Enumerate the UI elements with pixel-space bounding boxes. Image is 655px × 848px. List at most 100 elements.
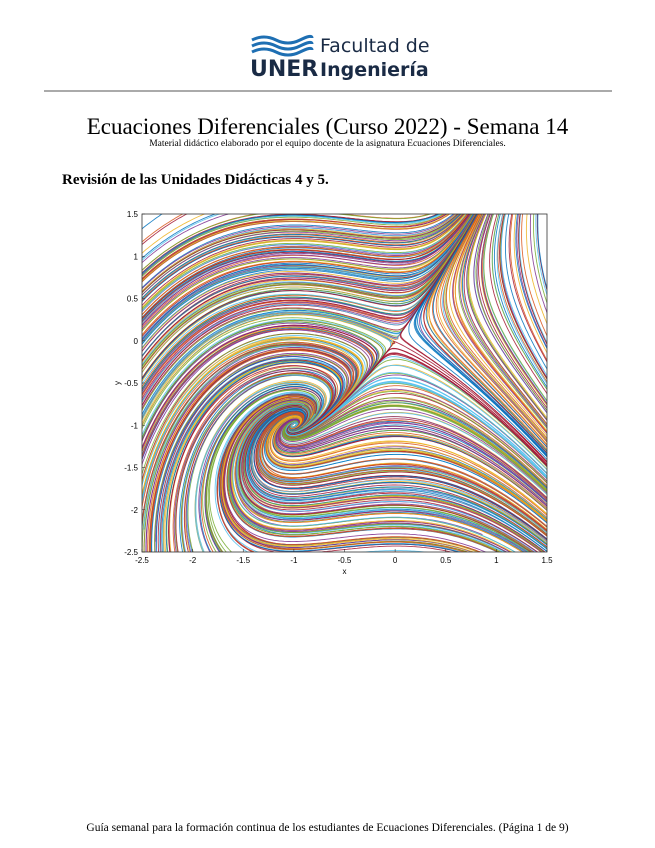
streamline (142, 214, 473, 332)
streamline (142, 214, 475, 349)
section-heading: Revisión de las Unidades Didácticas 4 y … (62, 172, 329, 188)
x-tick-label: -2 (189, 556, 197, 565)
streamline (142, 214, 477, 380)
streamline (220, 394, 475, 552)
streamline (529, 214, 547, 315)
header-logo: Facultad de UNER Ingeniería (44, 34, 612, 92)
streamline (259, 412, 547, 532)
streamline (237, 403, 531, 552)
streamline (481, 214, 547, 405)
streamline (142, 214, 468, 316)
streamline (537, 214, 547, 290)
streamline (142, 214, 471, 327)
streamline (142, 214, 470, 320)
streamline (516, 214, 547, 349)
streamline (463, 214, 547, 425)
streamline (142, 214, 231, 264)
streamline (458, 214, 547, 430)
title: Ecuaciones Diferenciales (Curso 2022) - … (86, 114, 569, 139)
streamline (219, 394, 466, 552)
y-tick-label: -1 (131, 421, 139, 430)
streamline (245, 407, 547, 552)
streamline (478, 214, 547, 409)
streamline (142, 214, 477, 370)
streamline (142, 214, 476, 357)
streamline (466, 214, 547, 421)
streamline (142, 214, 462, 299)
streamline (432, 214, 547, 448)
streamline (142, 214, 457, 292)
x-axis-label: x (343, 567, 347, 575)
streamline (244, 406, 546, 552)
streamline (142, 214, 477, 374)
streamline (232, 407, 517, 552)
streamline (521, 214, 547, 337)
subtitle: Material didáctico elaborado por el equi… (149, 139, 506, 149)
streamline (496, 214, 547, 385)
streamline (440, 214, 547, 443)
streamline (515, 214, 547, 350)
streamline (142, 214, 465, 307)
streamline (246, 413, 547, 552)
streamline (452, 214, 547, 434)
streamline (475, 214, 547, 412)
x-tick-label: 1.5 (541, 556, 553, 565)
logo-text: Ingeniería (320, 59, 429, 81)
streamline (241, 405, 539, 552)
streamline (142, 214, 450, 282)
streamline (142, 214, 432, 271)
logo-waves (251, 34, 314, 57)
streamline (142, 214, 440, 275)
streamline (221, 395, 480, 552)
streamline (253, 410, 547, 541)
x-tick-label: -1.5 (236, 556, 250, 565)
streamline (142, 214, 476, 352)
x-tick-label: 1 (494, 556, 499, 565)
streamline (493, 214, 547, 388)
streamline (400, 214, 547, 463)
y-tick-label: 1 (134, 252, 139, 261)
streamline (266, 415, 547, 522)
streamline (142, 214, 445, 277)
y-tick-label: -1.5 (124, 464, 138, 473)
streamline (142, 214, 468, 311)
streamline (142, 214, 470, 319)
streamline (221, 395, 475, 552)
streamline (142, 214, 446, 280)
streamline (489, 214, 547, 395)
streamline (445, 214, 547, 439)
streamline (473, 214, 547, 414)
streamline (142, 214, 474, 343)
streamline (518, 214, 547, 344)
streamline (509, 214, 547, 362)
y-tick-label: 0 (134, 337, 139, 346)
streamline (142, 214, 206, 254)
streamline (142, 214, 184, 243)
x-tick-label: -2.5 (135, 556, 149, 565)
streamline (533, 214, 547, 305)
streamline (508, 214, 547, 363)
streamline (142, 214, 451, 283)
streamline (491, 214, 547, 391)
streamline (275, 418, 547, 507)
y-tick-label: -0.5 (124, 379, 138, 388)
footer: Guía semanal para la formación continua … (86, 822, 569, 834)
streamline (257, 411, 547, 536)
streamline (142, 214, 217, 259)
streamline (467, 214, 547, 421)
streamline (243, 406, 545, 552)
streamline (468, 214, 547, 419)
streamline (142, 214, 459, 293)
streamline (500, 214, 547, 377)
streamline (285, 377, 547, 478)
streamline (513, 214, 547, 354)
logo-text: Facultad de (320, 35, 430, 57)
streamline (218, 393, 461, 552)
streamline (435, 214, 547, 446)
x-tick-label: -0.5 (338, 556, 352, 565)
streamline (226, 397, 499, 552)
streamline (454, 214, 547, 432)
logo-text: UNER (250, 57, 318, 82)
streamline (142, 214, 466, 309)
